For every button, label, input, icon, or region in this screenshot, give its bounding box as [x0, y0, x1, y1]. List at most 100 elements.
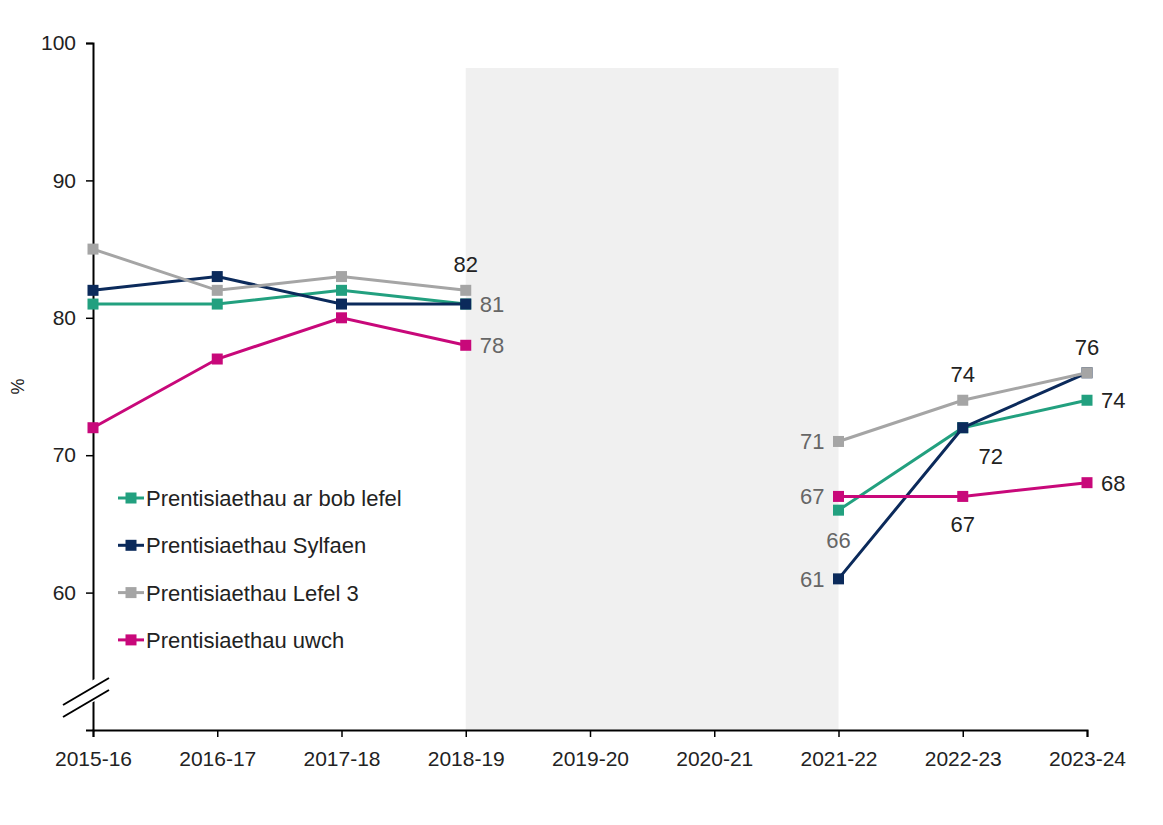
- x-tick-label: 2019-20: [552, 747, 629, 770]
- data-label: 74: [1101, 388, 1125, 413]
- y-tick-mark: [86, 592, 93, 594]
- y-tick-label: 60: [53, 581, 76, 604]
- y-tick-label: 100: [41, 31, 76, 54]
- x-tick-label: 2023-24: [1049, 747, 1126, 770]
- x-tick-label: 2021-22: [800, 747, 877, 770]
- y-tick-mark: [86, 455, 93, 457]
- x-tick: 2023-24: [1049, 730, 1126, 770]
- y-axis: 60 70 80 90 100: [41, 31, 94, 730]
- series-line: [93, 277, 1087, 579]
- y-tick: 80: [53, 306, 93, 329]
- marker: [460, 299, 471, 310]
- series-line: [93, 318, 1087, 497]
- marker: [833, 573, 844, 584]
- data-label: 72: [979, 444, 1003, 469]
- marker: [212, 271, 223, 282]
- y-tick-label: 80: [53, 306, 76, 329]
- marker: [88, 299, 99, 310]
- data-label: 74: [951, 362, 975, 387]
- legend-marker: [126, 587, 137, 598]
- plot-area: [88, 244, 1093, 585]
- legend-label: Prentisiaethau Sylfaen: [146, 533, 366, 558]
- x-tick-mark: [1087, 730, 1089, 737]
- legend-marker: [126, 634, 137, 645]
- legend: Prentisiaethau ar bob lefel Prentisiaetha…: [118, 486, 402, 653]
- legend-item: Prentisiaethau Sylfaen: [118, 533, 366, 558]
- marker: [957, 422, 968, 433]
- legend-item: Prentisiaethau uwch: [118, 628, 344, 653]
- y-axis-title: %: [8, 378, 28, 394]
- x-tick-label: 2018-19: [428, 747, 505, 770]
- data-label: 76: [1075, 335, 1099, 360]
- marker: [88, 285, 99, 296]
- x-tick-label: 2015-16: [55, 747, 132, 770]
- y-tick: 70: [53, 443, 93, 466]
- x-tick-mark: [590, 730, 592, 737]
- marker: [212, 285, 223, 296]
- axis-break-line: [63, 678, 109, 705]
- x-tick-mark: [93, 730, 95, 737]
- legend-item: Prentisiaethau Lefel 3: [118, 581, 359, 606]
- marker: [957, 395, 968, 406]
- marker: [460, 285, 471, 296]
- x-tick: 2019-20: [552, 730, 629, 770]
- data-label: 78: [480, 333, 504, 358]
- y-tick: 100: [41, 31, 93, 54]
- y-tick-mark: [86, 180, 93, 182]
- x-tick-label: 2022-23: [925, 747, 1002, 770]
- marker: [1082, 367, 1093, 378]
- x-tick-mark: [217, 730, 219, 737]
- marker: [336, 285, 347, 296]
- x-tick-mark: [838, 730, 840, 737]
- x-tick: 2020-21: [676, 730, 753, 770]
- series-line: [93, 249, 1087, 441]
- marker: [460, 340, 471, 351]
- marker: [833, 505, 844, 516]
- legend-marker: [126, 540, 137, 551]
- data-label: 61: [800, 567, 824, 592]
- legend-label: Prentisiaethau Lefel 3: [146, 581, 359, 606]
- marker: [460, 299, 471, 310]
- marker: [957, 422, 968, 433]
- marker: [336, 271, 347, 282]
- marker: [833, 491, 844, 502]
- y-tick: 90: [53, 169, 93, 192]
- marker: [88, 244, 99, 255]
- marker: [212, 354, 223, 365]
- x-axis-line: [94, 731, 1088, 738]
- legend-marker: [126, 493, 137, 504]
- x-tick-mark: [714, 730, 716, 737]
- x-tick: 2022-23: [925, 730, 1002, 770]
- data-label: 81: [480, 292, 504, 317]
- data-labels: 66748161728271747678676768: [454, 252, 1126, 592]
- marker: [957, 491, 968, 502]
- legend-label: Prentisiaethau ar bob lefel: [146, 486, 402, 511]
- marker: [336, 312, 347, 323]
- axis-break: [63, 678, 109, 717]
- data-label: 67: [951, 512, 975, 537]
- data-label: 82: [454, 252, 478, 277]
- marker: [1082, 367, 1093, 378]
- gap-band: [466, 68, 839, 730]
- marker: [212, 299, 223, 310]
- y-tick-mark: [86, 43, 93, 45]
- x-tick: 2017-18: [303, 730, 380, 770]
- y-axis-line: [86, 44, 94, 731]
- x-tick-mark: [341, 730, 343, 737]
- x-tick-label: 2017-18: [303, 747, 380, 770]
- data-label: 68: [1101, 471, 1125, 496]
- x-tick-label: 2016-17: [179, 747, 256, 770]
- axis-break-line: [63, 690, 109, 717]
- series-line: [93, 290, 1087, 510]
- chart: 607080901002015-162016-172017-182018-192…: [0, 0, 1163, 825]
- x-tick: 2015-16: [55, 730, 132, 770]
- marker: [1082, 395, 1093, 406]
- y-tick-mark: [86, 318, 93, 320]
- x-tick: 2021-22: [800, 730, 877, 770]
- marker: [1082, 477, 1093, 488]
- x-axis: 2015-16 2016-17 2017-18 2018-19 2019-20 2020-…: [55, 730, 1126, 770]
- legend-item: Prentisiaethau ar bob lefel: [118, 486, 402, 511]
- marker: [833, 436, 844, 447]
- x-tick-label: 2020-21: [676, 747, 753, 770]
- y-tick: 60: [53, 581, 93, 604]
